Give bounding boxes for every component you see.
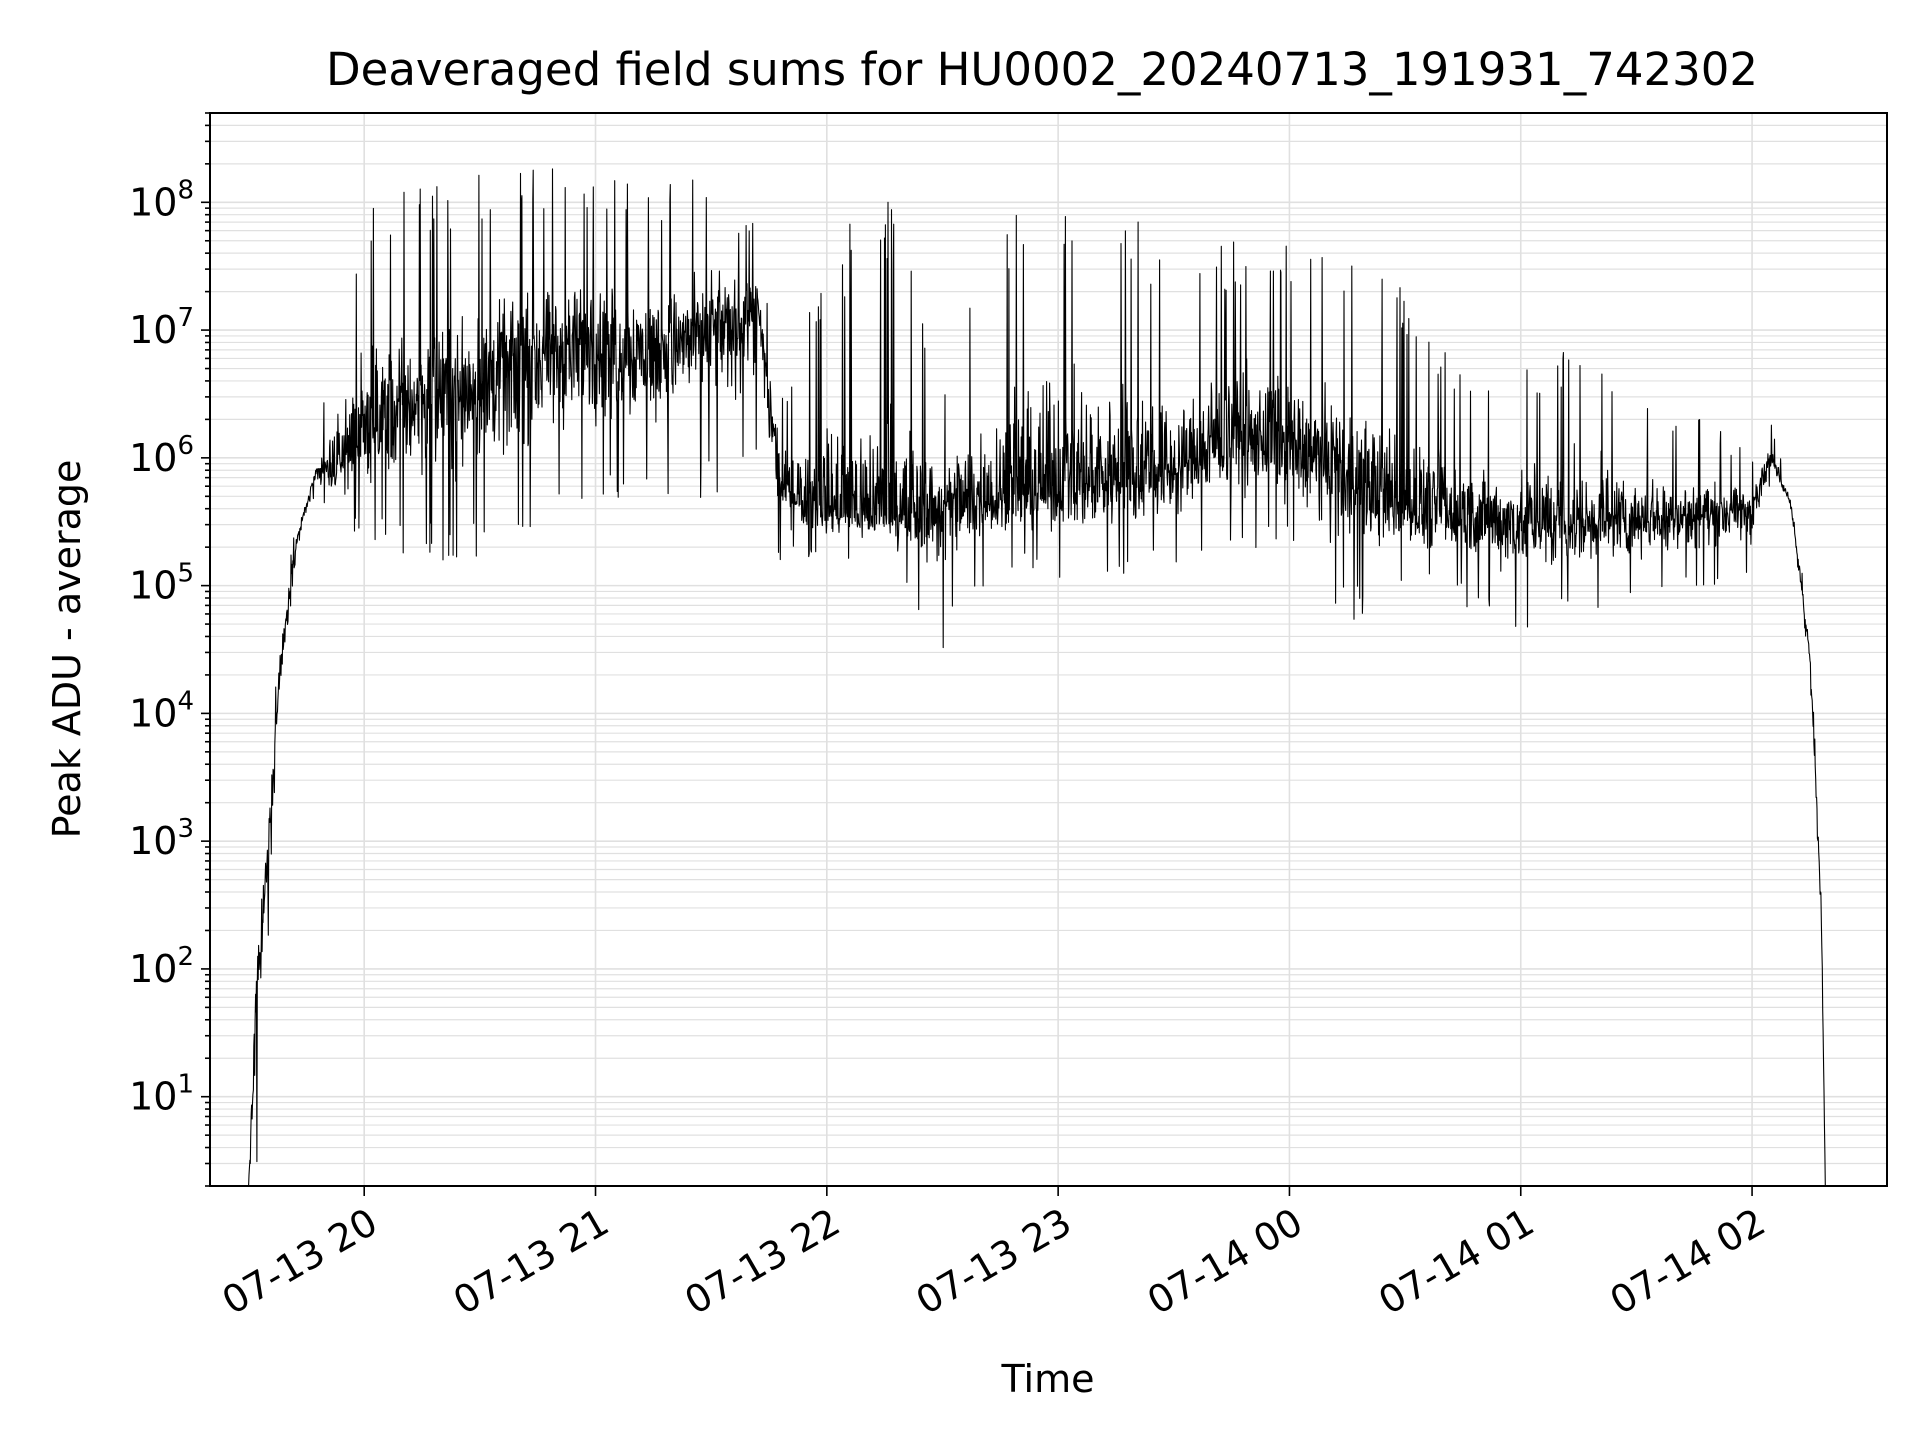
y-tick-label: 106 bbox=[129, 431, 194, 480]
x-tick-label: 07-14 00 bbox=[1140, 1200, 1310, 1324]
y-tick-exponent: 8 bbox=[177, 175, 194, 205]
axes-frame bbox=[209, 112, 1888, 1187]
y-tick-label: 101 bbox=[129, 1070, 194, 1119]
y-tick-exponent: 2 bbox=[177, 942, 194, 972]
y-tick-exponent: 1 bbox=[177, 1070, 194, 1100]
y-tick-base: 10 bbox=[129, 308, 177, 352]
y-tick-base: 10 bbox=[129, 947, 177, 991]
x-tick-label: 07-13 23 bbox=[909, 1200, 1079, 1324]
y-tick-exponent: 6 bbox=[177, 431, 194, 461]
y-tick-label: 108 bbox=[129, 175, 194, 224]
chart-title: Deaveraged field sums for HU0002_2024071… bbox=[326, 43, 1758, 96]
y-tick-base: 10 bbox=[129, 436, 177, 480]
x-tick-label: 07-14 02 bbox=[1603, 1200, 1773, 1324]
y-tick-base: 10 bbox=[129, 564, 177, 608]
y-tick-label: 102 bbox=[129, 942, 194, 991]
y-tick-exponent: 3 bbox=[177, 814, 194, 844]
y-axis-label: Peak ADU - average bbox=[45, 460, 89, 839]
y-tick-base: 10 bbox=[129, 819, 177, 863]
x-tick-label: 07-14 01 bbox=[1371, 1200, 1541, 1324]
y-tick-exponent: 4 bbox=[177, 686, 194, 716]
y-tick-label: 104 bbox=[129, 686, 194, 735]
y-tick-base: 10 bbox=[129, 180, 177, 224]
y-tick-label: 103 bbox=[129, 814, 194, 863]
plot-area bbox=[248, 168, 1826, 1187]
y-tick-base: 10 bbox=[129, 1075, 177, 1119]
x-tick-label: 07-13 20 bbox=[215, 1200, 385, 1324]
y-tick-label: 107 bbox=[129, 303, 194, 352]
series-line bbox=[248, 168, 1826, 1187]
x-tick-label: 07-13 22 bbox=[677, 1200, 847, 1324]
y-tick-base: 10 bbox=[129, 691, 177, 735]
grid bbox=[210, 112, 1887, 1187]
y-tick-label: 105 bbox=[129, 559, 194, 608]
y-tick-exponent: 7 bbox=[177, 303, 194, 333]
x-tick-label: 07-13 21 bbox=[446, 1200, 616, 1324]
x-axis-label: Time bbox=[1001, 1357, 1095, 1401]
x-axis-ticks: 07-13 20 07-13 21 07-13 22 07-13 23 07-14 00… bbox=[215, 1186, 1773, 1323]
y-tick-exponent: 5 bbox=[177, 559, 194, 589]
